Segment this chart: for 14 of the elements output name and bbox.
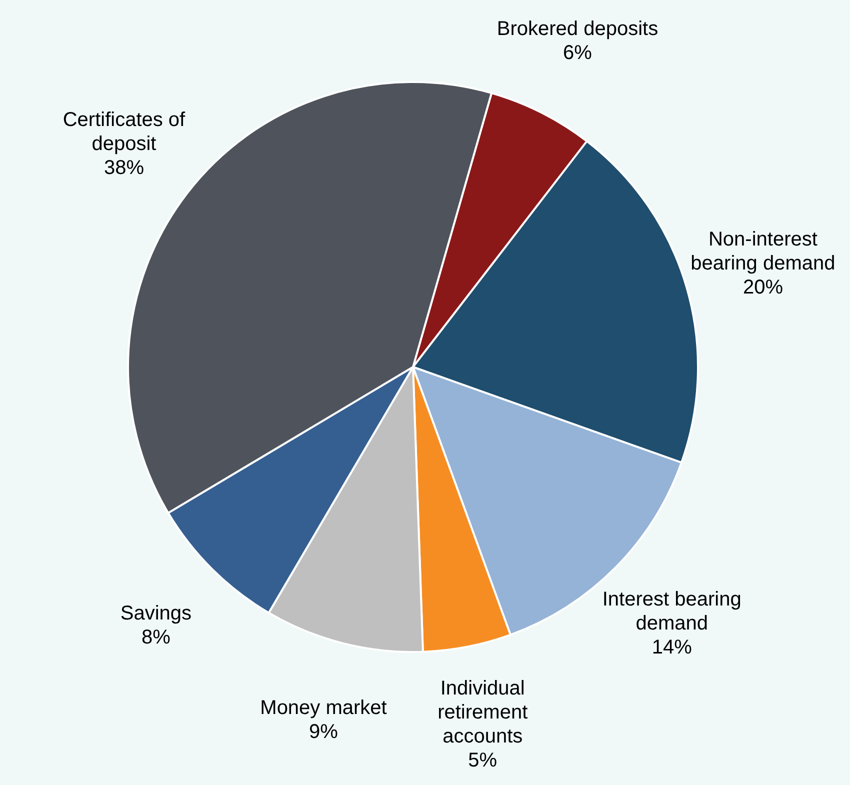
slice-label: Non-interest bearing demand: [690, 228, 836, 275]
data-label: 8%: [141, 626, 171, 648]
slice-label: Brokered deposits: [496, 18, 658, 40]
slice-label: Savings: [120, 602, 192, 624]
slice-label: Individual retirement accounts: [438, 678, 528, 748]
data-label: 9%: [309, 721, 338, 744]
data-label: 6%: [563, 42, 592, 64]
data-label: 38%: [104, 156, 144, 179]
data-label: 14%: [652, 636, 692, 659]
slice-label: Money market: [260, 697, 388, 720]
data-label: 5%: [468, 750, 498, 772]
slice-label: Certificates of deposit: [62, 108, 186, 155]
slice-label: Interest bearing demand: [602, 588, 742, 635]
data-label: 20%: [742, 276, 784, 299]
